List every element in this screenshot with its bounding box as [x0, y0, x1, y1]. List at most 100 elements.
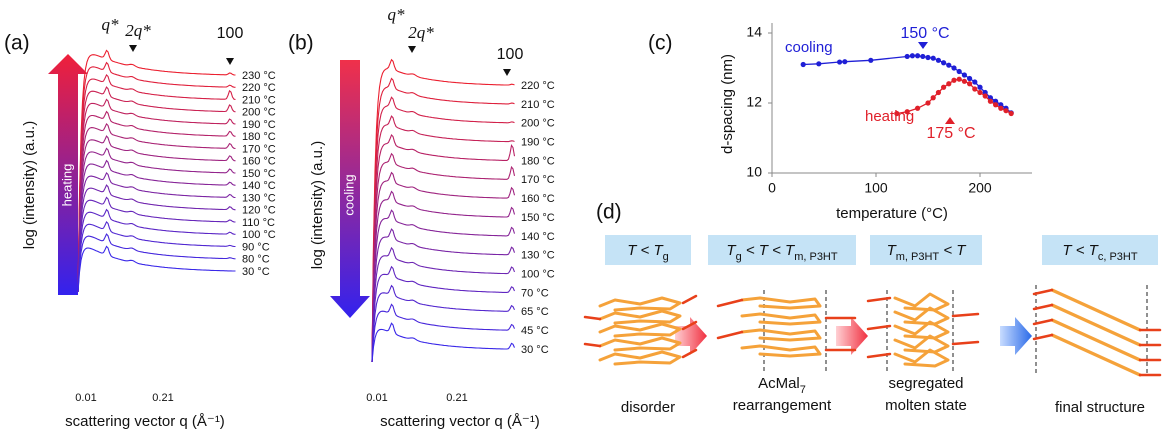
peak-label: q* — [102, 15, 120, 34]
chain — [740, 312, 822, 326]
x-tick-label: 0.21 — [446, 392, 467, 404]
peak-marker — [503, 69, 511, 76]
scattering-curve — [77, 196, 236, 293]
chain — [583, 342, 602, 348]
arrow-label: cooling — [341, 174, 356, 215]
temperature-label: 170 °C — [521, 174, 555, 186]
scattering-curve — [77, 110, 236, 293]
data-point — [925, 54, 931, 61]
scattering-curve — [371, 134, 516, 363]
panel-label: (b) — [288, 32, 314, 55]
cooling-arrow — [330, 60, 370, 318]
text-part: segregated — [888, 375, 963, 392]
chain — [1032, 303, 1054, 311]
x-tick-label: 0.01 — [366, 392, 387, 404]
temperature-label: 150 °C — [521, 212, 555, 224]
chain — [681, 294, 698, 305]
annotation-marker — [945, 117, 955, 124]
scattering-curve — [371, 58, 515, 363]
step-arrow — [836, 317, 868, 355]
caption: disorder — [621, 399, 675, 416]
text-part: molten state — [885, 397, 967, 414]
x-axis-label: temperature (°C) — [836, 205, 948, 222]
x-tick-label: 200 — [968, 180, 992, 196]
y-tick-label: 10 — [746, 164, 762, 180]
data-point — [904, 53, 910, 60]
chain — [1050, 318, 1142, 362]
scattering-curve — [77, 61, 236, 293]
peak-label: q* — [388, 5, 406, 24]
scattering-curve — [77, 233, 236, 293]
chain — [681, 348, 698, 359]
temperature-label: 80 °C — [242, 254, 270, 266]
subscript: 7 — [800, 384, 806, 396]
data-point — [967, 81, 973, 87]
temperature-label: 65 °C — [521, 306, 549, 318]
scattering-curve — [371, 228, 516, 363]
chain — [866, 352, 892, 359]
text-part: T < T — [627, 242, 664, 259]
x-axis-label: scattering vector q (Å⁻¹) — [380, 413, 540, 430]
condition: T < Tc, P3HT — [1062, 242, 1137, 263]
chain — [893, 348, 950, 368]
subscript: m, P3HT — [896, 251, 940, 263]
scattering-curve — [77, 245, 236, 293]
data-point — [946, 62, 952, 68]
step-arrow — [675, 317, 707, 355]
temperature-label: 130 °C — [242, 192, 276, 204]
chain — [598, 336, 682, 352]
caption: rearrangement — [733, 397, 832, 414]
scattering-curve — [77, 184, 236, 293]
temperature-label: 30 °C — [242, 266, 270, 278]
caption: final structure — [1055, 399, 1145, 416]
series-label: cooling — [785, 39, 833, 56]
chain — [598, 350, 682, 366]
data-point — [972, 79, 978, 85]
series-label: heating — [865, 108, 914, 125]
data-point — [961, 72, 968, 78]
chain — [740, 328, 822, 342]
y-axis-label: log (intensity) (a.u.) — [309, 141, 326, 269]
text-part: rearrangement — [733, 397, 832, 414]
text-part: < T < T — [742, 242, 796, 259]
condition-box — [605, 235, 691, 265]
chain — [583, 315, 602, 321]
scattering-curve — [371, 190, 516, 363]
peak-label: 100 — [217, 25, 244, 42]
temperature-label: 45 °C — [521, 325, 549, 337]
peak-marker — [129, 45, 137, 52]
data-point — [935, 89, 942, 96]
data-point — [972, 86, 978, 92]
temperature-label: 180 °C — [242, 131, 276, 143]
x-tick-label: 0.01 — [75, 392, 96, 404]
x-tick-label: 0.21 — [152, 392, 173, 404]
annotation: 150 °C — [900, 25, 949, 42]
temperature-label: 220 °C — [521, 80, 555, 92]
scattering-curve — [77, 73, 236, 293]
temperature-label: 90 °C — [242, 241, 270, 253]
peak-marker — [226, 58, 234, 65]
scattering-curve — [371, 77, 515, 363]
series-line — [803, 55, 1012, 114]
data-point — [816, 61, 822, 67]
temperature-label: 160 °C — [521, 193, 555, 205]
y-axis-label: d-spacing (nm) — [719, 54, 736, 154]
y-axis-label: log (intensity) (a.u.) — [21, 121, 38, 249]
panel-label: (a) — [4, 32, 30, 55]
heating-arrow — [48, 54, 88, 295]
scattering-curve — [77, 171, 236, 293]
data-point — [982, 93, 988, 99]
condition-box — [708, 235, 856, 265]
scattering-curve — [77, 159, 236, 293]
y-tick-label: 14 — [746, 24, 762, 40]
chain — [866, 324, 892, 331]
panel-label: (d) — [596, 201, 622, 224]
text-part: AcMal — [758, 375, 800, 392]
data-point — [987, 98, 994, 104]
temperature-label: 160 °C — [242, 156, 276, 168]
chain — [1032, 333, 1054, 341]
scattering-curve — [77, 86, 236, 293]
data-point — [956, 76, 962, 82]
